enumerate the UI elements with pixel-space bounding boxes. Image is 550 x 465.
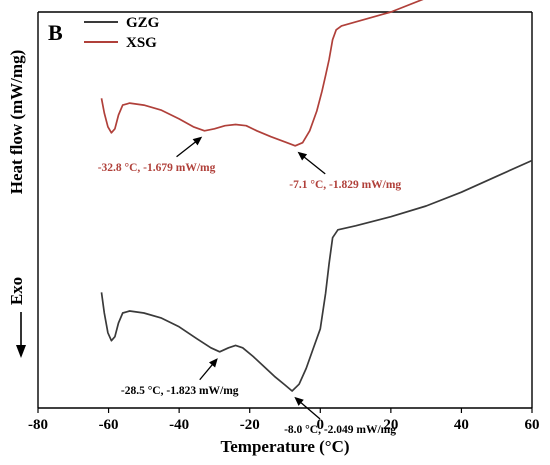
- annotation-arrow: [176, 139, 198, 158]
- legend-label-gzg: GZG: [126, 15, 160, 31]
- x-tick-label: 20: [383, 417, 398, 433]
- annotation-arrowhead: [294, 396, 304, 406]
- annotation-label: -8.0 °C, -2.049 mW/mg: [284, 424, 396, 436]
- annotation-arrow: [301, 154, 326, 175]
- series-layer: [100, 0, 533, 392]
- x-axis-title: Temperature (°C): [220, 437, 349, 456]
- annotation-arrowhead: [297, 151, 308, 161]
- annotation-arrow: [298, 400, 321, 420]
- x-tick-label: -80: [28, 417, 48, 433]
- annotation-label: -28.5 °C, -1.823 mW/mg: [121, 385, 239, 397]
- annotation-arrow: [199, 362, 215, 381]
- x-tick-label: 60: [525, 417, 540, 433]
- annotation-label: -32.8 °C, -1.679 mW/mg: [98, 162, 216, 174]
- legend-label-xsg: XSG: [126, 35, 157, 51]
- panel-label: B: [48, 20, 63, 45]
- legend: GZG XSG: [84, 15, 160, 51]
- x-tick-label: -20: [240, 417, 260, 433]
- annotation-label: -7.1 °C, -1.829 mW/mg: [289, 179, 401, 191]
- x-tick-label: 0: [317, 417, 325, 433]
- x-tick-label: -40: [169, 417, 189, 433]
- y-axis-title: Heat flow (mW/mg): [7, 50, 26, 194]
- annotation-arrowhead: [192, 136, 203, 146]
- exo-label: Exo: [7, 277, 26, 305]
- series-line-gzg: [100, 159, 533, 392]
- exo-arrow: [16, 312, 26, 358]
- annotation-arrowhead: [208, 358, 218, 368]
- x-tick-label: -60: [99, 417, 119, 433]
- series-line-xsg: [100, 0, 424, 147]
- x-tick-label: 40: [454, 417, 469, 433]
- x-ticks: -80 -60 -40 -20 0 20 40 60: [28, 408, 540, 433]
- annotation-layer: -32.8 °C, -1.679 mW/mg -7.1 °C, -1.829 mW…: [98, 136, 401, 436]
